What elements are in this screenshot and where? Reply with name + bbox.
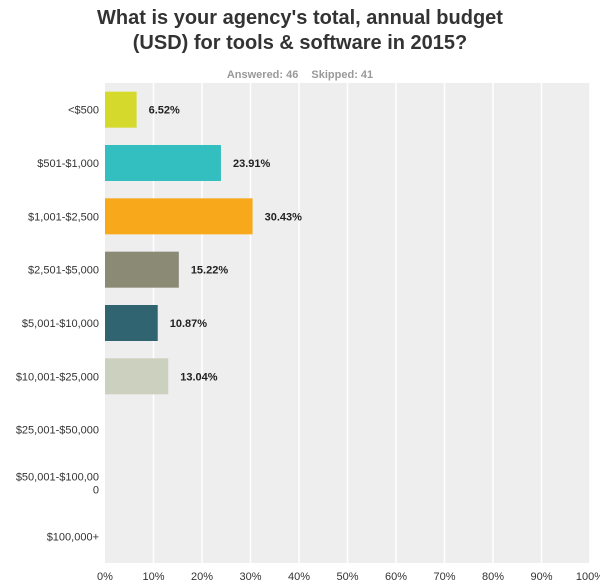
x-tick-label: 40% (288, 571, 310, 583)
answered-count: Answered: 46 (226, 69, 299, 81)
response-stats: Answered: 46 Skipped: 41 (0, 69, 600, 81)
bar (105, 358, 169, 395)
bar (105, 305, 158, 341)
chart-title-line-2: (USD) for tools & software in 2015? (132, 32, 468, 54)
category-label: $25,001-$50,000 (16, 425, 99, 437)
x-tick-label: 0% (97, 571, 113, 583)
category-label: <$500 (68, 105, 99, 117)
skipped-count: Skipped: 41 (311, 69, 374, 81)
bar (105, 91, 137, 128)
category-label: $2,501-$5,000 (28, 265, 99, 277)
category-label: $10,001-$25,000 (16, 371, 99, 383)
x-tick-label: 80% (482, 571, 504, 583)
category-label: 0 (93, 485, 99, 497)
x-tick-label: 90% (530, 571, 552, 583)
x-tick-label: 60% (385, 571, 407, 583)
chart-title-line-1: What is your agency's total, annual budg… (97, 7, 503, 29)
data-label: 6.52% (149, 105, 180, 117)
chart-title: What is your agency's total, annual budg… (0, 6, 600, 56)
data-label: 10.87% (170, 318, 208, 330)
category-label: $5,001-$10,000 (22, 318, 99, 330)
bar (105, 251, 179, 288)
x-tick-label: 10% (142, 571, 164, 583)
x-tick-label: 50% (336, 571, 358, 583)
x-tick-label: 100% (576, 571, 600, 583)
x-tick-label: 30% (239, 571, 261, 583)
data-label: 15.22% (191, 265, 229, 277)
x-tick-label: 70% (433, 571, 455, 583)
category-label: $100,000+ (47, 531, 99, 543)
category-label: $50,001-$100,00 (16, 472, 99, 484)
data-label: 13.04% (180, 371, 218, 383)
bar (105, 198, 253, 235)
data-label: 23.91% (233, 158, 271, 170)
category-label: $501-$1,000 (37, 158, 99, 170)
x-tick-label: 20% (191, 571, 213, 583)
category-label: $1,001-$2,500 (28, 211, 99, 223)
data-label: 30.43% (265, 211, 303, 223)
bar (105, 145, 221, 181)
